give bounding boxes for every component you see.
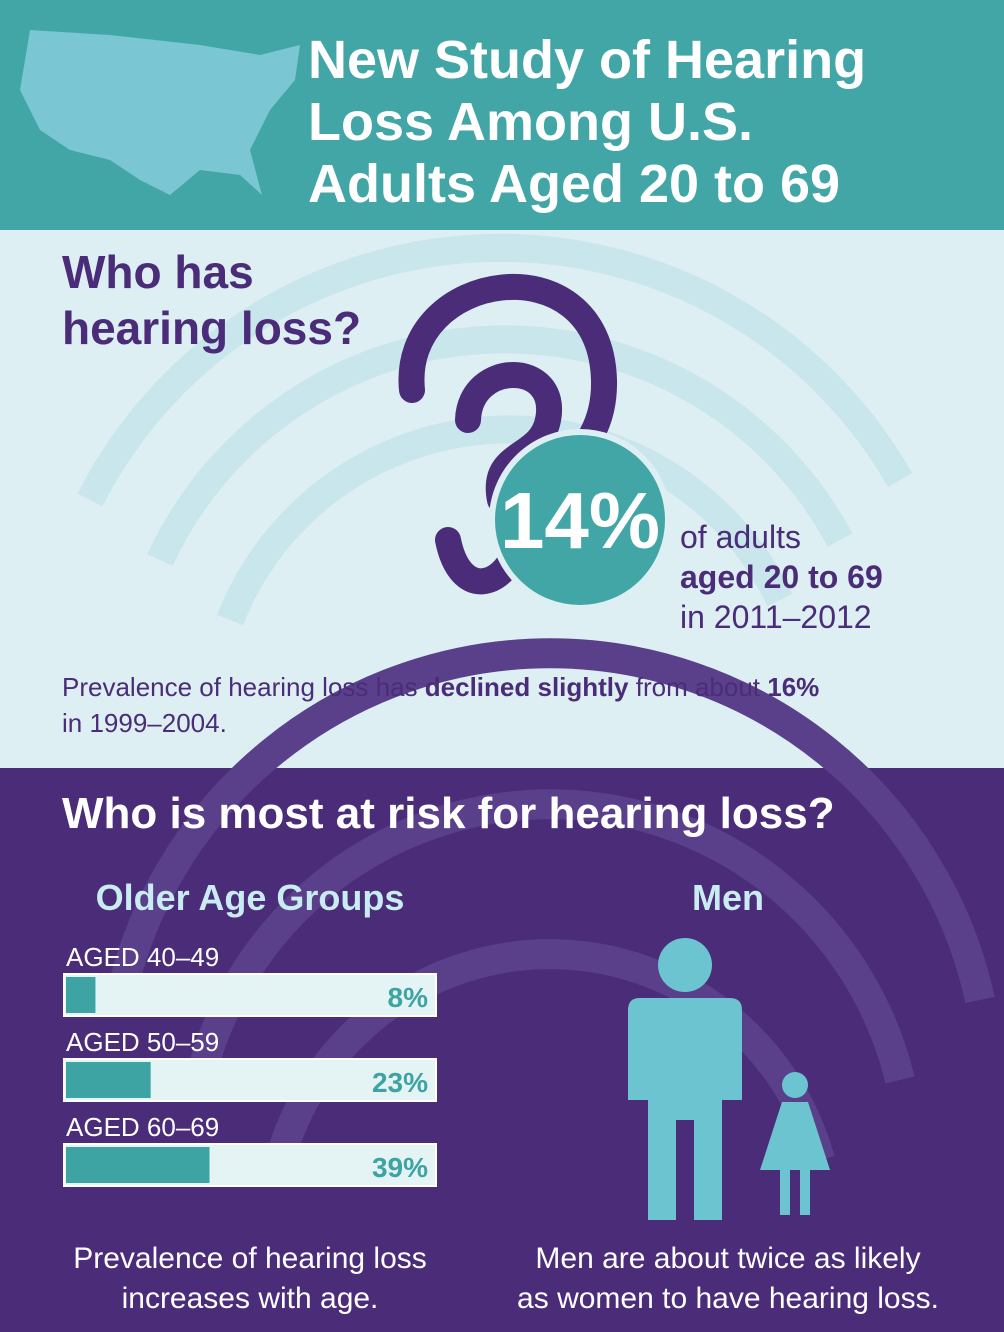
note-part: from about <box>629 672 768 702</box>
bar <box>66 977 96 1013</box>
title: Loss Among U.S. <box>308 92 753 152</box>
note: in 1999–2004. <box>62 708 227 738</box>
bar <box>66 1062 151 1098</box>
note-part: declined slightly <box>425 672 629 702</box>
stat-circle <box>489 429 671 611</box>
bar-track <box>63 973 437 1017</box>
people-icon <box>628 938 830 1220</box>
heading: Who is most at risk for hearing loss? <box>62 789 835 838</box>
chart-title: Older Age Groups <box>96 877 405 918</box>
stat-caption: of adults <box>680 519 801 555</box>
caption: increases with age. <box>122 1282 379 1315</box>
stat-caption: in 2011–2012 <box>680 599 872 635</box>
ear-icon <box>398 273 618 595</box>
note-part: 16% <box>767 672 819 702</box>
caption: Prevalence of hearing loss <box>73 1242 427 1275</box>
note: Prevalence of hearing loss has declined … <box>62 672 819 702</box>
title: New Study of Hearing <box>308 30 866 90</box>
caption: as women to have hearing loss. <box>517 1282 939 1315</box>
bar <box>66 1147 210 1183</box>
value-label: 23% <box>372 1067 428 1098</box>
heading: Who has <box>62 246 254 298</box>
value-label: 8% <box>388 982 429 1013</box>
category-label: AGED 50–59 <box>66 1027 219 1057</box>
stat: 14% <box>500 476 660 565</box>
men-heading: Men <box>692 877 764 918</box>
category-label: AGED 60–69 <box>66 1112 219 1142</box>
us-map <box>20 30 300 195</box>
note-part: Prevalence of hearing loss has <box>62 672 425 702</box>
stat-caption: aged 20 to 69 <box>680 559 883 595</box>
heading: hearing loss? <box>62 302 361 354</box>
caption: Men are about twice as likely <box>535 1242 920 1275</box>
sound-waves <box>77 233 913 626</box>
category-label: AGED 40–49 <box>66 942 219 972</box>
title: Adults Aged 20 to 69 <box>308 154 840 214</box>
value-label: 39% <box>372 1152 428 1183</box>
